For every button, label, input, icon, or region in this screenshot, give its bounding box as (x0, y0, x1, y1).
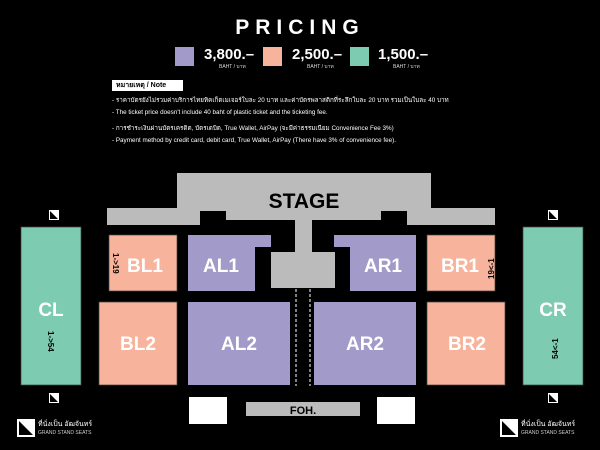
zone-ar1[interactable]: AR1 (334, 235, 416, 291)
price-unit: BAHT / บาท (307, 64, 334, 70)
grandstand-icon (500, 419, 518, 437)
grandstand-icon (548, 210, 558, 220)
grandstand-icon (17, 419, 35, 437)
grandstand-icon (49, 210, 59, 220)
price-2500: 2,500.– (292, 46, 343, 63)
note-line: - Payment method by credit card, debit c… (112, 137, 396, 144)
zone-cr[interactable]: CR 54<-1 (522, 226, 584, 386)
walkway (295, 289, 311, 386)
zone-label: AL1 (203, 256, 239, 277)
note-line: - The ticket price doesn't include 40 ba… (112, 109, 328, 116)
zone-al2[interactable]: AL2 (188, 302, 290, 385)
grandstand-icon (548, 393, 558, 403)
price-swatch-purple (175, 47, 194, 66)
legend-english: GRAND STAND SEATS (521, 430, 575, 436)
zone-bl1[interactable]: BL1 1->19 (108, 234, 178, 292)
foh-label: FOH. (290, 405, 316, 417)
price-unit: BAHT / บาท (219, 64, 246, 70)
note-line: - การชำระเงินผ่านบัตรเครดิต, บัตรเดบิต, … (112, 125, 394, 132)
zone-label: AL2 (221, 334, 257, 355)
legend-thai: ที่นั่งเป็น อัฒจันทร์ (521, 421, 576, 428)
note-label: หมายเหตุ / Note (112, 80, 183, 91)
zone-label: BL2 (120, 334, 156, 355)
price-1500: 1,500.– (378, 46, 429, 63)
price-unit: BAHT / บาท (393, 64, 420, 70)
price-swatch-green (350, 47, 369, 66)
zone-br2[interactable]: BR2 (426, 301, 506, 386)
zone-al1[interactable]: AL1 (188, 235, 271, 291)
zone-ar2[interactable]: AR2 (314, 302, 416, 385)
seat-range: 1->19 (111, 253, 120, 274)
note-line: - ราคาบัตรยังไม่รวมค่าบริการไทยทิคเก็ตเม… (112, 97, 449, 104)
seat-range: 19<-1 (487, 258, 496, 279)
zone-label: CL (38, 300, 64, 321)
price-3800: 3,800.– (204, 46, 255, 63)
zone-label: AR1 (364, 256, 402, 277)
zone-label: CR (539, 300, 567, 321)
pricing-title: PRICING (235, 16, 365, 39)
zone-br1[interactable]: BR1 19<-1 (426, 234, 496, 292)
stage-label: STAGE (269, 190, 340, 213)
zone-label: BR1 (441, 256, 479, 277)
zone-label: AR2 (346, 334, 384, 355)
control-box-left (189, 397, 227, 424)
stage (107, 173, 495, 288)
zone-cl[interactable]: CL 1->54 (20, 226, 82, 386)
foh-area (246, 402, 360, 416)
control-box-right (377, 397, 415, 424)
seat-range: 54<-1 (551, 338, 560, 359)
zone-bl2[interactable]: BL2 (98, 301, 178, 386)
grandstand-icon (49, 393, 59, 403)
zone-label: BR2 (448, 334, 486, 355)
seat-range: 1->54 (46, 331, 55, 352)
legend-english: GRAND STAND SEATS (38, 430, 92, 436)
legend-thai: ที่นั่งเป็น อัฒจันทร์ (38, 421, 93, 428)
zone-label: BL1 (127, 256, 163, 277)
price-swatch-peach (263, 47, 282, 66)
